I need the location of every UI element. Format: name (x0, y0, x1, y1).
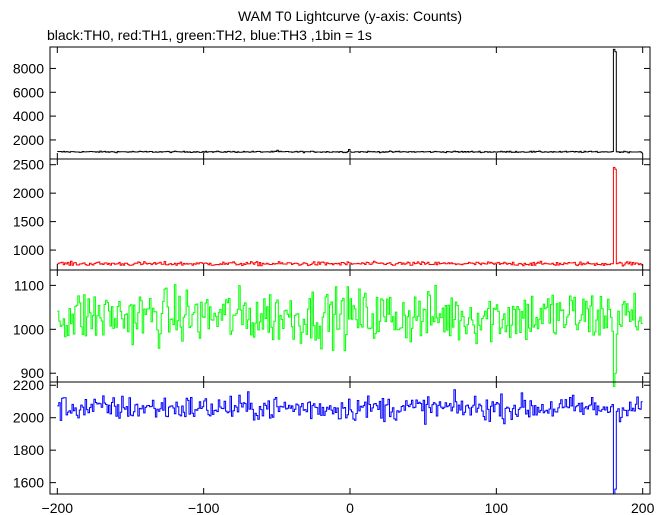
y-tick-label: 1000 (13, 242, 44, 258)
y-tick-label: 1500 (13, 214, 44, 230)
series-line-th0 (57, 48, 643, 154)
y-tick-label: 2000 (13, 410, 44, 426)
y-tick-label: 4000 (13, 108, 44, 124)
series-line-th2 (57, 284, 643, 387)
series-line-th1 (57, 167, 643, 267)
x-tick-label: 100 (485, 500, 509, 515)
y-tick-label: 6000 (13, 84, 44, 100)
y-tick-label: 1100 (14, 277, 44, 293)
x-tick-label: −100 (188, 500, 220, 515)
panel-frame-th0 (49, 46, 651, 160)
panel-frame-th2 (49, 269, 651, 383)
x-tick-label: −200 (42, 500, 74, 515)
y-tick-label: 8000 (13, 60, 44, 76)
y-tick-label: 2000 (13, 185, 44, 201)
chart-title: WAM T0 Lightcurve (y-axis: Counts) (237, 8, 463, 24)
chart-subtitle: black:TH0, red:TH1, green:TH2, blue:TH3 … (47, 27, 372, 43)
y-tick-label: 2000 (13, 132, 44, 148)
y-tick-label: 900 (21, 365, 45, 381)
y-tick-label: 2200 (13, 377, 44, 393)
y-tick-label: 1000 (13, 321, 44, 337)
y-tick-label: 2500 (13, 157, 44, 173)
panel-frame-th1 (49, 158, 651, 271)
y-tick-label: 1600 (13, 475, 44, 491)
series-line-th3 (57, 389, 643, 495)
y-tick-label: 1800 (13, 442, 44, 458)
x-tick-label: 200 (631, 500, 655, 515)
x-tick-label: 0 (346, 500, 354, 515)
